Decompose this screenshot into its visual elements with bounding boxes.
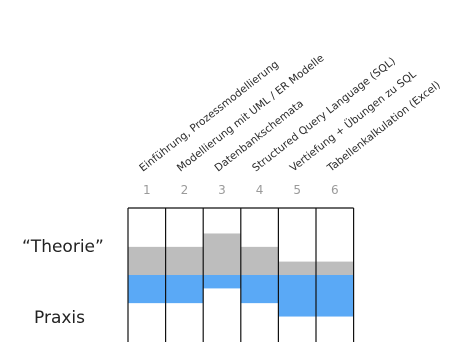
session-number: 5 [293,183,301,197]
session-number: 2 [181,183,189,197]
session-column-3 [203,208,241,342]
praxis-bar [316,275,354,317]
session-column-5 [278,208,316,342]
session-number: 4 [256,183,264,197]
session-numbers: 1 2 3 4 5 6 [143,183,339,197]
session-columns [127,207,355,342]
praxis-bar [165,275,204,304]
theorie-bar [240,246,279,275]
theorie-bar [128,246,166,275]
praxis-row-label: Praxis [34,308,85,328]
praxis-bar [128,275,166,304]
column-borders [127,207,355,342]
session-column-6 [316,208,354,342]
session-number: 1 [143,183,151,197]
theorie-bar [316,261,354,275]
theorie-bar [278,261,316,275]
theorie-bar [203,233,241,275]
session-column-2 [165,208,204,342]
session-column-1 [128,208,166,342]
praxis-bar [278,275,316,317]
theorie-bar [165,246,204,275]
topic-labels: Einführung, ProzessmodellierungModellier… [137,52,442,175]
praxis-bar [203,275,241,289]
session-number: 6 [331,183,339,197]
session-number: 3 [218,183,226,197]
theorie-row-label: “Theorie” [22,237,104,257]
session-column-4 [240,208,279,342]
praxis-bar [240,275,279,304]
